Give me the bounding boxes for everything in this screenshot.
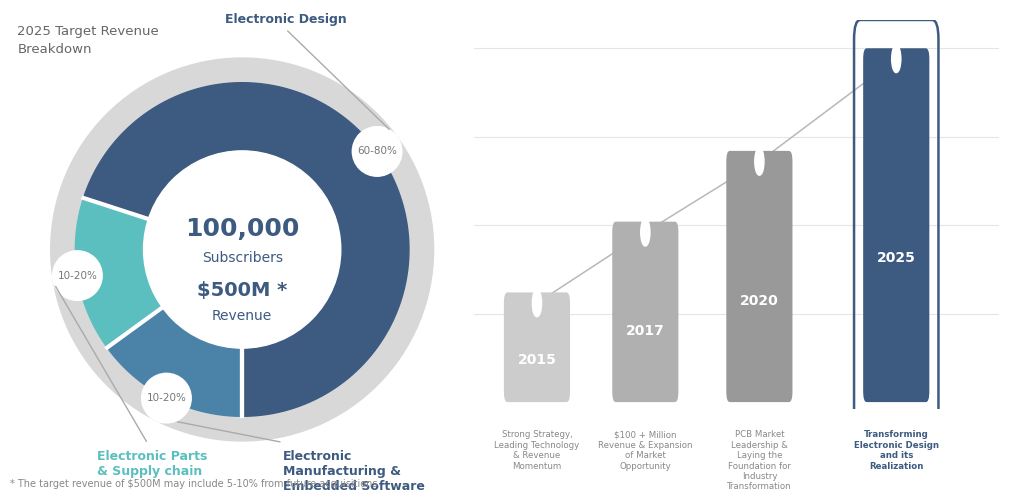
Text: PCB Market
Leadership &
Laying the
Foundation for
Industry
Transformation: PCB Market Leadership & Laying the Found…	[727, 431, 792, 492]
Text: Transforming
Electronic Design
and its
Realization: Transforming Electronic Design and its R…	[854, 431, 938, 471]
Text: * The target revenue of $500M may include 5-10% from future acquisitions: * The target revenue of $500M may includ…	[10, 479, 377, 489]
Text: 10-20%: 10-20%	[146, 393, 187, 403]
Circle shape	[641, 219, 650, 246]
Text: Electronic Design: Electronic Design	[225, 13, 346, 26]
FancyBboxPatch shape	[863, 48, 929, 402]
Text: $100 + Million
Revenue & Expansion
of Market
Opportunity: $100 + Million Revenue & Expansion of Ma…	[598, 431, 692, 471]
Circle shape	[142, 373, 191, 423]
Text: Strong Strategy,
Leading Technology
& Revenue
Momentum: Strong Strategy, Leading Technology & Re…	[494, 431, 579, 471]
FancyBboxPatch shape	[726, 151, 792, 402]
Polygon shape	[76, 198, 162, 347]
Text: 2015: 2015	[518, 353, 556, 367]
Text: $500M *: $500M *	[197, 280, 288, 299]
Circle shape	[143, 151, 341, 348]
FancyBboxPatch shape	[503, 292, 570, 402]
Polygon shape	[107, 307, 242, 416]
Text: Electronic Parts
& Supply chain: Electronic Parts & Supply chain	[97, 450, 208, 478]
Text: 2020: 2020	[740, 294, 779, 308]
Circle shape	[52, 251, 102, 300]
Circle shape	[50, 58, 434, 441]
Text: 2025 Target Revenue
Breakdown: 2025 Target Revenue Breakdown	[17, 24, 159, 56]
Circle shape	[755, 148, 764, 175]
Circle shape	[352, 127, 402, 176]
FancyBboxPatch shape	[612, 222, 678, 402]
Text: Electronic
Manufacturing &
Embedded Software: Electronic Manufacturing & Embedded Soft…	[283, 450, 425, 493]
Text: 2025: 2025	[877, 251, 916, 265]
Polygon shape	[84, 83, 409, 416]
Circle shape	[533, 289, 541, 316]
Text: 100,000: 100,000	[185, 217, 300, 241]
Circle shape	[892, 45, 901, 72]
Text: 10-20%: 10-20%	[58, 270, 97, 280]
Text: Revenue: Revenue	[212, 309, 272, 323]
Circle shape	[143, 151, 341, 348]
Text: Subscribers: Subscribers	[202, 251, 283, 265]
Text: 60-80%: 60-80%	[357, 147, 398, 157]
Text: 2017: 2017	[626, 324, 665, 338]
